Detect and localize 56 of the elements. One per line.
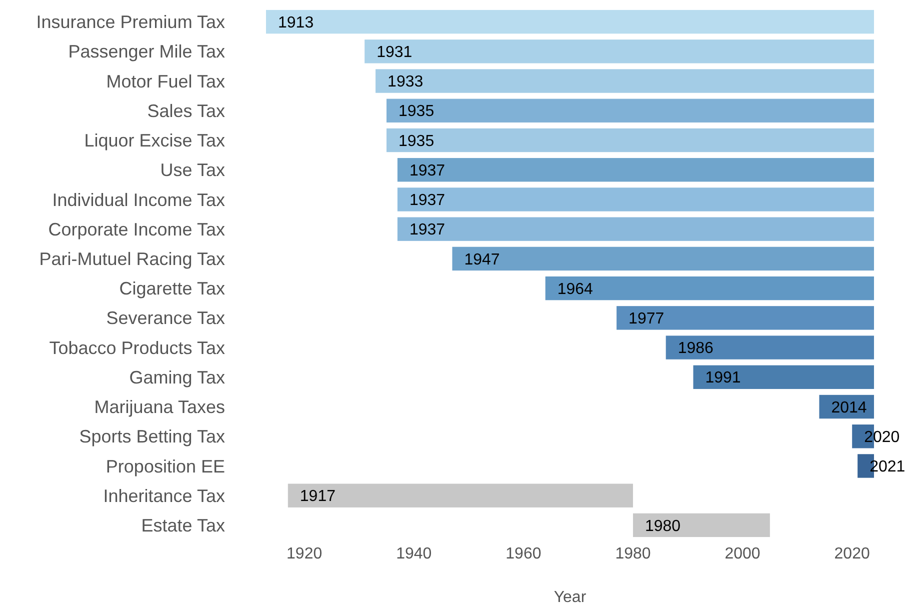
annotation: 1933 <box>388 74 424 91</box>
annotation: 1986 <box>678 340 714 358</box>
bar <box>693 365 874 389</box>
bar <box>386 98 874 122</box>
annotation: 1937 <box>409 192 446 210</box>
bar <box>452 246 874 271</box>
x-tick-label: 1940 <box>396 546 432 563</box>
annotation: 1937 <box>409 222 446 239</box>
bar <box>545 276 874 300</box>
bar <box>397 217 874 241</box>
y-tick-label: Inheritance Tax <box>103 486 225 506</box>
x-tick-label: 2000 <box>724 546 760 563</box>
bar <box>632 513 770 538</box>
y-tick-label: Marijuana Taxes <box>94 397 225 418</box>
bar <box>364 40 874 64</box>
annotation: 1964 <box>557 280 594 298</box>
annotation: 1947 <box>464 251 500 268</box>
bar <box>288 484 633 508</box>
annotation: 2014 <box>831 399 867 416</box>
y-tick-label: Use Tax <box>160 160 225 180</box>
y-tick-label: Passenger Mile Tax <box>68 42 225 62</box>
annotation: 1991 <box>705 370 741 387</box>
y-tick-label: Liquor Excise Tax <box>84 130 225 151</box>
bar <box>666 336 874 360</box>
x-tick-label: 1960 <box>506 546 542 563</box>
annotation: 1931 <box>376 44 412 62</box>
y-tick-label: Gaming Tax <box>129 367 225 388</box>
x-axis-title: Year <box>554 589 587 606</box>
annotation: 1913 <box>278 14 314 32</box>
bar <box>397 188 874 212</box>
bar <box>266 10 874 34</box>
y-tick-label: Tobacco Products Tax <box>49 338 225 358</box>
bar <box>376 69 874 93</box>
y-tick-label: Pari-Mutuel Racing Tax <box>39 248 225 269</box>
y-tick-label: Corporate Income Tax <box>48 219 225 240</box>
bar <box>616 306 874 330</box>
x-tick-label: 2020 <box>834 546 870 563</box>
annotation: 1935 <box>398 132 434 150</box>
y-tick-label: Proposition EE <box>106 456 225 476</box>
x-tick-label: 1980 <box>615 546 651 563</box>
y-tick-label: Motor Fuel Tax <box>106 71 225 92</box>
y-tick-label: Insurance Premium Tax <box>36 12 225 32</box>
annotation: 1917 <box>300 488 336 506</box>
annotation: 1977 <box>628 310 664 328</box>
annotation: 1937 <box>409 162 446 180</box>
annotation: 1935 <box>398 103 434 120</box>
y-tick-label: Individual Income Tax <box>52 190 225 210</box>
y-tick-label: Estate Tax <box>141 515 225 536</box>
y-tick-label: Sports Betting Tax <box>79 426 225 447</box>
y-tick-label: Sales Tax <box>147 100 225 121</box>
y-tick-label: Severance Tax <box>106 308 225 328</box>
x-tick-label: 1920 <box>286 546 322 563</box>
bar <box>386 128 874 152</box>
y-tick-label: Cigarette Tax <box>119 278 225 299</box>
annotation: 1980 <box>644 518 681 535</box>
bar <box>397 158 874 182</box>
